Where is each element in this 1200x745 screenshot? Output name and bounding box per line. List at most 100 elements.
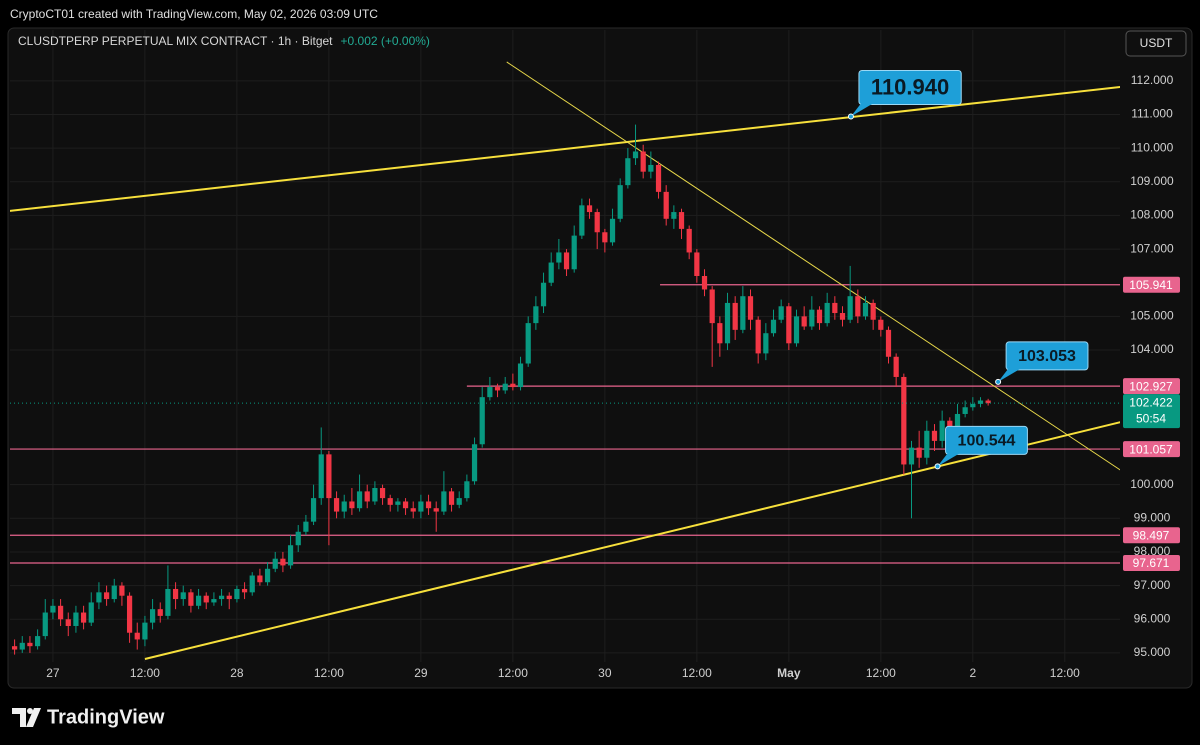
candle-body	[318, 454, 324, 499]
candle-body	[732, 302, 738, 330]
candle-body	[832, 302, 838, 314]
y-tick-label: 108.000	[1130, 208, 1174, 222]
candle-body	[180, 592, 186, 600]
candle-body	[901, 376, 907, 465]
candle-body	[755, 319, 761, 354]
candle-body	[970, 403, 976, 408]
candle-body	[241, 588, 248, 593]
x-tick-label: 29	[414, 666, 428, 680]
callout-pointer	[937, 453, 960, 467]
y-tick-label: 112.000	[1131, 73, 1174, 87]
candle-body	[471, 444, 478, 482]
candle-body	[42, 612, 48, 637]
callout-point	[847, 113, 854, 120]
brand-name: TradingView	[47, 706, 165, 728]
candle-body	[402, 501, 409, 509]
x-tick-label: 12:00	[682, 666, 712, 680]
x-tick-label: 27	[46, 666, 60, 680]
y-tick-label: 95.000	[1134, 645, 1171, 659]
level-price-label: 97.671	[1133, 556, 1170, 570]
candle-body	[487, 387, 493, 398]
currency-label[interactable]: USDT	[1140, 36, 1173, 50]
axes: 112.000 111.000 110.000 109.000 108.000 107.0…	[46, 73, 1180, 680]
candle-body	[364, 491, 370, 502]
y-tick-label: 105.000	[1130, 309, 1174, 323]
candle-body	[195, 595, 202, 606]
candle-body	[571, 235, 577, 270]
y-tick-label: 98.000	[1134, 544, 1171, 558]
candle-body	[517, 363, 524, 388]
candle-body	[893, 356, 899, 377]
header: CryptoCT01 created with TradingView.com,…	[10, 7, 378, 21]
candle-body	[349, 501, 355, 509]
candle-body	[985, 400, 991, 404]
callout-point	[934, 463, 941, 470]
candle-body	[57, 605, 64, 620]
candle-body	[96, 592, 102, 603]
y-tick-label: 109.000	[1130, 174, 1174, 188]
candle-body	[855, 296, 861, 317]
candle-body	[27, 642, 33, 647]
candle-body	[418, 501, 424, 512]
candle-body	[433, 508, 439, 512]
candle-body	[494, 387, 501, 391]
candle-body	[924, 430, 930, 458]
candle-body	[172, 588, 179, 600]
x-tick-label: 28	[230, 666, 244, 680]
callout-box	[1005, 341, 1089, 371]
trend-line	[10, 86, 1120, 212]
candle-body	[19, 642, 25, 650]
candle-body	[11, 646, 18, 650]
candle-body	[540, 282, 547, 307]
candle-body	[839, 313, 846, 320]
candle-body	[602, 232, 608, 243]
candle-body	[464, 481, 470, 499]
candle-body	[479, 397, 485, 445]
candle-body	[977, 400, 984, 404]
trend-line	[144, 421, 1120, 660]
candle-body	[655, 164, 662, 192]
candle-body	[395, 501, 401, 505]
candle-body	[410, 508, 416, 512]
y-tick-label: 107.000	[1130, 241, 1174, 255]
currency-button[interactable]	[1125, 30, 1187, 57]
candle-body	[916, 447, 922, 458]
candle-body	[778, 306, 784, 320]
candle-body	[878, 319, 884, 330]
candle-body	[870, 302, 876, 320]
candle-body	[425, 501, 432, 509]
candle-body	[157, 609, 163, 616]
candle-body	[740, 296, 746, 330]
candle-body	[149, 609, 156, 623]
candle-body	[34, 636, 41, 647]
candle-body	[671, 212, 677, 219]
x-tick-label: 12:00	[1050, 666, 1080, 680]
logo-dot	[27, 708, 33, 714]
candle-body	[648, 164, 654, 172]
candle-body	[441, 491, 447, 512]
candle-body	[686, 228, 692, 253]
candle-body	[456, 498, 462, 505]
y-tick-label: 96.000	[1134, 611, 1171, 625]
candle-body	[632, 151, 639, 159]
last-price-box	[1123, 394, 1180, 429]
candle-body	[908, 447, 915, 465]
level-price-box	[1123, 276, 1180, 293]
callout-label: 100.544	[958, 433, 1016, 450]
candle-body	[763, 333, 769, 354]
candle-body	[770, 319, 777, 334]
candle-body	[954, 413, 961, 435]
candle-body	[272, 558, 278, 569]
candle-body	[816, 309, 823, 324]
candle-body	[793, 316, 800, 344]
overlays: 110.940 103.053 100.544	[10, 69, 1120, 470]
candles	[11, 124, 991, 655]
candle-body	[126, 595, 133, 633]
candle-body	[111, 585, 117, 600]
candle-body	[165, 588, 171, 616]
brand-logo	[12, 708, 41, 727]
candle-body	[617, 185, 623, 219]
candle-body	[203, 595, 209, 603]
candle-body	[448, 491, 455, 505]
candle-body	[134, 632, 140, 640]
